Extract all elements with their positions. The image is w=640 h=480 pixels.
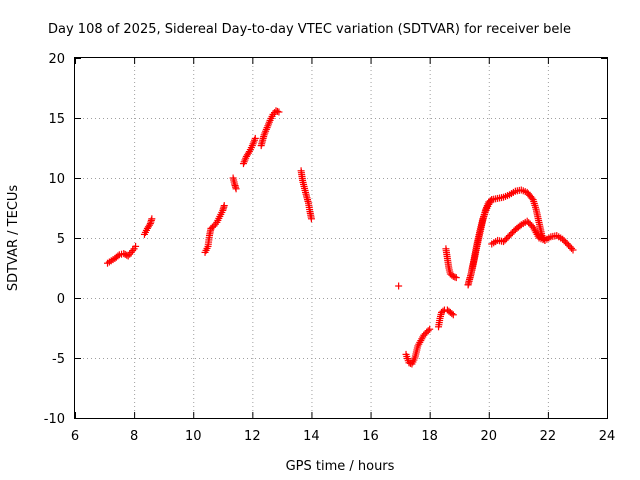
- chart-title: Day 108 of 2025, Sidereal Day-to-day VTE…: [48, 22, 571, 37]
- data-point: [501, 236, 509, 244]
- data-point: [569, 246, 577, 254]
- y-tick-label: -10: [44, 412, 65, 427]
- data-point: [504, 233, 512, 241]
- data-point: [220, 202, 228, 210]
- data-point: [559, 235, 567, 243]
- data-point: [275, 108, 283, 116]
- data-point: [565, 241, 573, 249]
- data-point: [145, 221, 153, 229]
- data-point: [500, 238, 508, 246]
- y-tick-label: -5: [52, 352, 65, 367]
- data-point: [208, 223, 216, 231]
- data-point: [568, 244, 576, 252]
- data-point: [563, 240, 571, 248]
- data-point: [423, 328, 431, 336]
- x-tick-label: 8: [130, 429, 138, 444]
- data-point: [448, 310, 456, 318]
- data-point: [244, 149, 252, 157]
- data-point: [123, 251, 131, 259]
- data-point: [487, 197, 495, 205]
- y-tick-label: 20: [48, 52, 65, 67]
- data-point: [488, 196, 496, 204]
- data-point: [452, 274, 460, 282]
- x-tick-label: 24: [599, 429, 616, 444]
- data-point: [505, 232, 513, 240]
- data-point: [526, 220, 534, 228]
- data-point: [251, 134, 259, 142]
- data-point: [148, 215, 156, 223]
- y-axis-label: SDTVAR / TECUs: [6, 185, 21, 292]
- axis-ticks: 6 8 10 12 14 16 18 20 22 24 -10 -5 0 5 10 15 20: [44, 52, 616, 444]
- data-point: [503, 235, 511, 243]
- data-point: [395, 282, 403, 290]
- data-point: [120, 250, 128, 258]
- y-tick-label: 15: [48, 112, 65, 127]
- x-tick-label: 20: [481, 429, 498, 444]
- data-point: [420, 331, 428, 339]
- grid-lines: [75, 58, 607, 418]
- data-point: [566, 243, 574, 251]
- data-points: [104, 107, 577, 368]
- data-point: [424, 327, 432, 335]
- x-tick-label: 14: [303, 429, 320, 444]
- y-tick-label: 5: [57, 232, 65, 247]
- data-point: [132, 242, 140, 250]
- data-point: [449, 311, 457, 319]
- x-tick-label: 18: [421, 429, 438, 444]
- data-point: [508, 229, 516, 237]
- data-point: [560, 237, 568, 245]
- y-tick-label: 0: [57, 292, 65, 307]
- data-point: [426, 325, 434, 333]
- data-point: [507, 230, 515, 238]
- x-tick-label: 10: [185, 429, 202, 444]
- x-tick-label: 12: [244, 429, 261, 444]
- data-point: [421, 330, 429, 338]
- data-point: [562, 238, 570, 246]
- data-point: [523, 217, 531, 225]
- x-axis-label: GPS time / hours: [286, 459, 395, 474]
- x-tick-label: 6: [71, 429, 79, 444]
- x-tick-label: 22: [540, 429, 557, 444]
- y-tick-label: 10: [48, 172, 65, 187]
- data-point: [114, 252, 122, 260]
- data-point: [439, 307, 447, 315]
- data-point: [525, 219, 533, 227]
- data-point: [307, 215, 315, 223]
- x-tick-label: 16: [362, 429, 379, 444]
- data-point: [232, 185, 240, 193]
- plot-frame: [74, 57, 608, 419]
